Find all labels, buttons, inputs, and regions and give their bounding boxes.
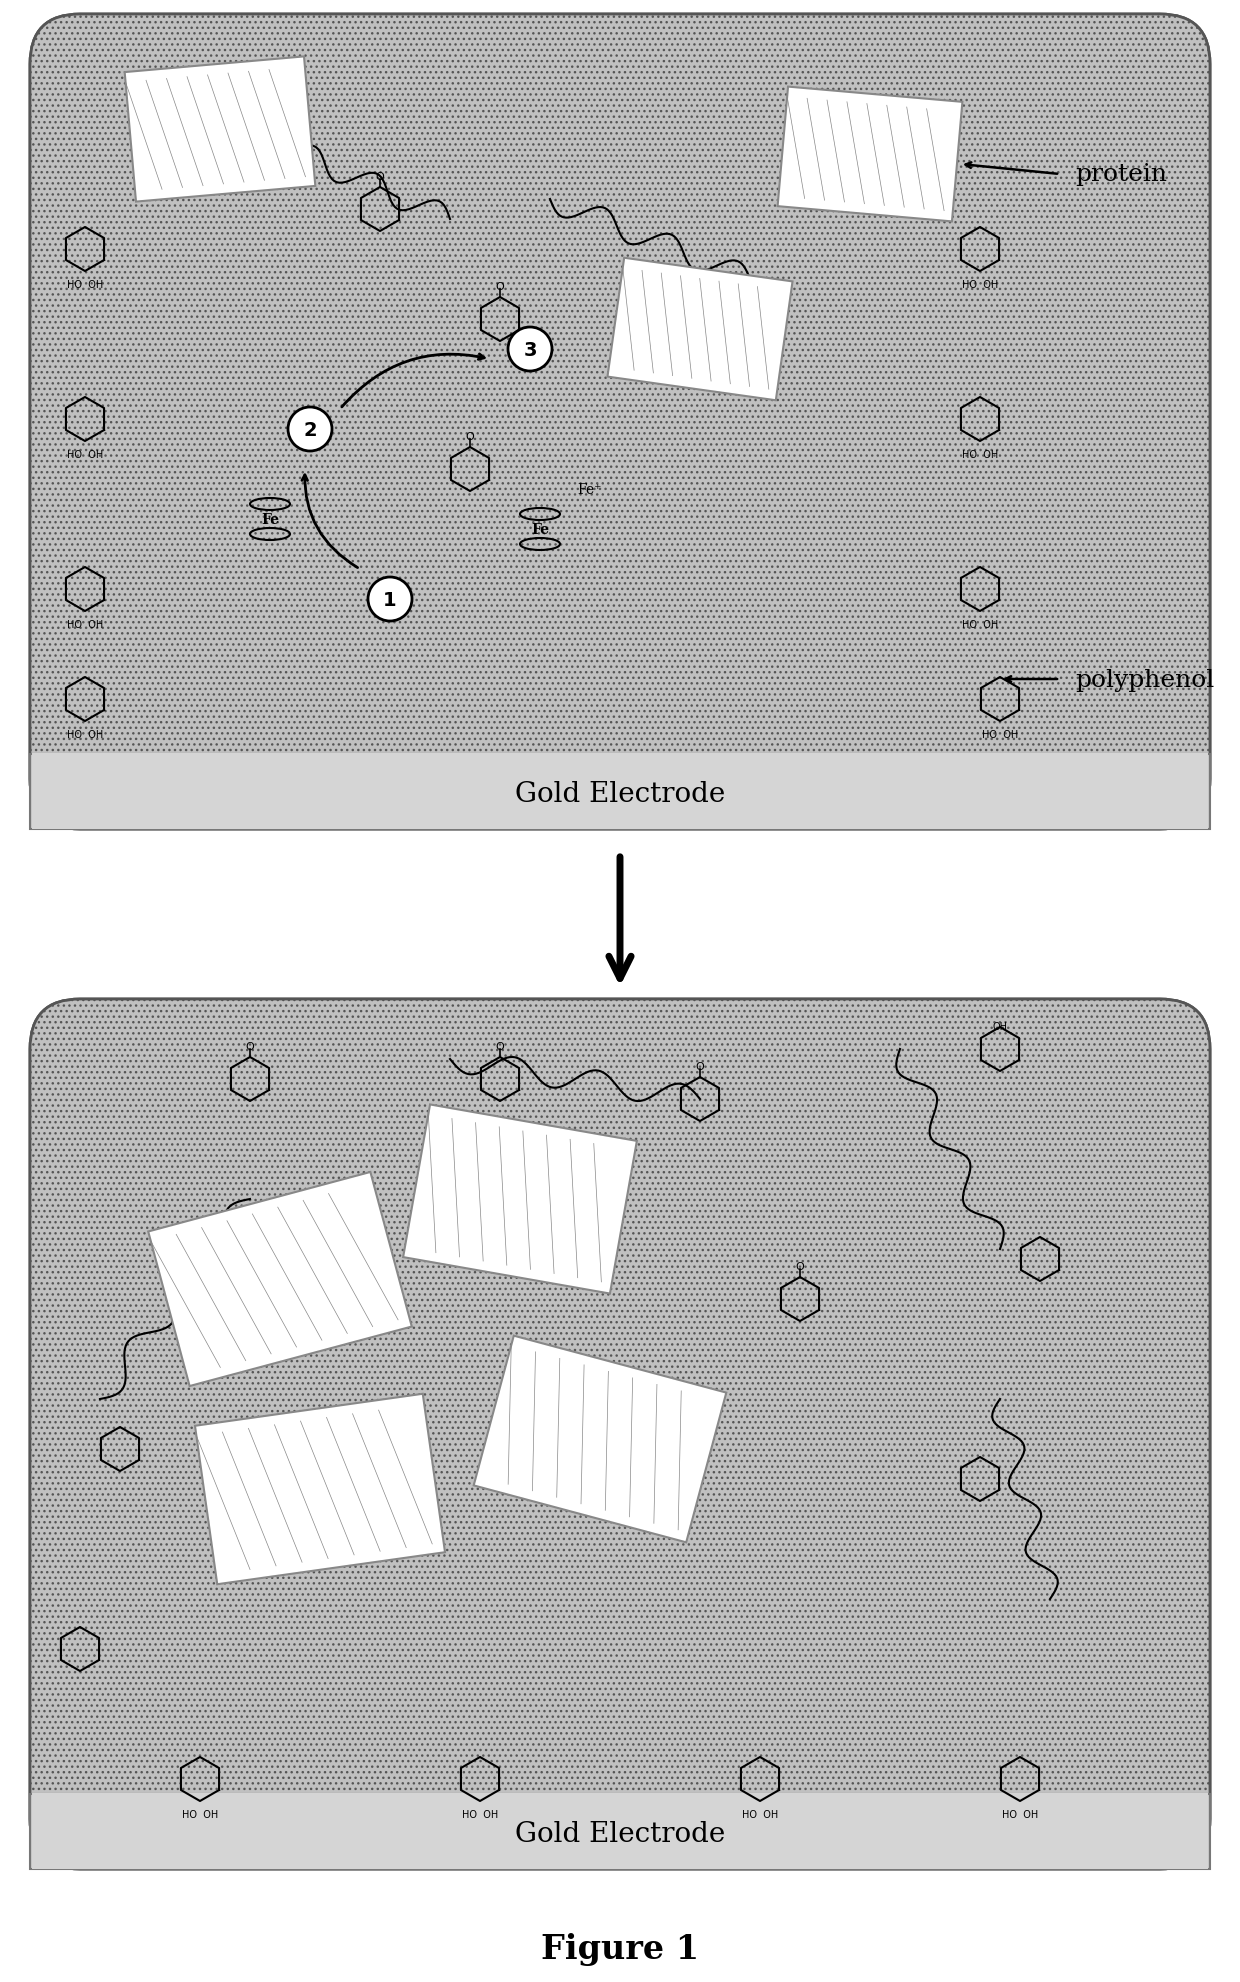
Circle shape: [368, 577, 412, 622]
Text: HO  OH: HO OH: [742, 1810, 779, 1819]
Text: HO  OH: HO OH: [1002, 1810, 1038, 1819]
Text: O: O: [696, 1062, 704, 1072]
Text: protein: protein: [1075, 163, 1167, 186]
Text: Fe: Fe: [531, 523, 549, 537]
Text: HO  OH: HO OH: [962, 279, 998, 289]
Text: Fe: Fe: [260, 513, 279, 527]
FancyBboxPatch shape: [30, 16, 1210, 830]
Text: O: O: [496, 1041, 505, 1052]
Text: HO  OH: HO OH: [182, 1810, 218, 1819]
Text: Gold Electrode: Gold Electrode: [515, 1821, 725, 1847]
FancyBboxPatch shape: [474, 1336, 727, 1542]
Text: HO  OH: HO OH: [67, 620, 103, 630]
Text: O: O: [376, 172, 384, 182]
Text: Gold Electrode: Gold Electrode: [515, 781, 725, 809]
FancyBboxPatch shape: [125, 57, 315, 202]
Text: 1: 1: [383, 591, 397, 608]
FancyBboxPatch shape: [608, 258, 792, 400]
Text: 3: 3: [523, 341, 537, 359]
FancyBboxPatch shape: [777, 87, 962, 222]
Circle shape: [288, 408, 332, 452]
Bar: [32, 1794, 1208, 1869]
Text: HO  OH: HO OH: [962, 450, 998, 460]
Circle shape: [508, 327, 552, 373]
FancyBboxPatch shape: [403, 1104, 637, 1294]
Bar: [30, 1794, 1210, 1869]
FancyBboxPatch shape: [195, 1393, 445, 1584]
Text: O: O: [796, 1261, 805, 1270]
Text: polyphenol: polyphenol: [1075, 668, 1214, 692]
Text: HO  OH: HO OH: [67, 729, 103, 739]
Text: Figure 1: Figure 1: [541, 1932, 699, 1966]
Text: O: O: [496, 281, 505, 291]
Text: HO  OH: HO OH: [67, 450, 103, 460]
Text: HO  OH: HO OH: [461, 1810, 498, 1819]
Bar: [30, 755, 1210, 830]
Text: OH: OH: [992, 1021, 1008, 1031]
FancyBboxPatch shape: [30, 999, 1210, 1869]
Text: HO  OH: HO OH: [962, 620, 998, 630]
Text: Fe⁺: Fe⁺: [578, 484, 603, 497]
Text: HO  OH: HO OH: [67, 279, 103, 289]
FancyBboxPatch shape: [149, 1173, 412, 1385]
Text: O: O: [466, 432, 475, 442]
Text: 2: 2: [304, 420, 316, 440]
Text: HO  OH: HO OH: [982, 729, 1018, 739]
FancyBboxPatch shape: [30, 999, 1210, 1869]
Bar: [32, 753, 1208, 830]
FancyBboxPatch shape: [30, 16, 1210, 830]
Text: O: O: [246, 1041, 254, 1052]
